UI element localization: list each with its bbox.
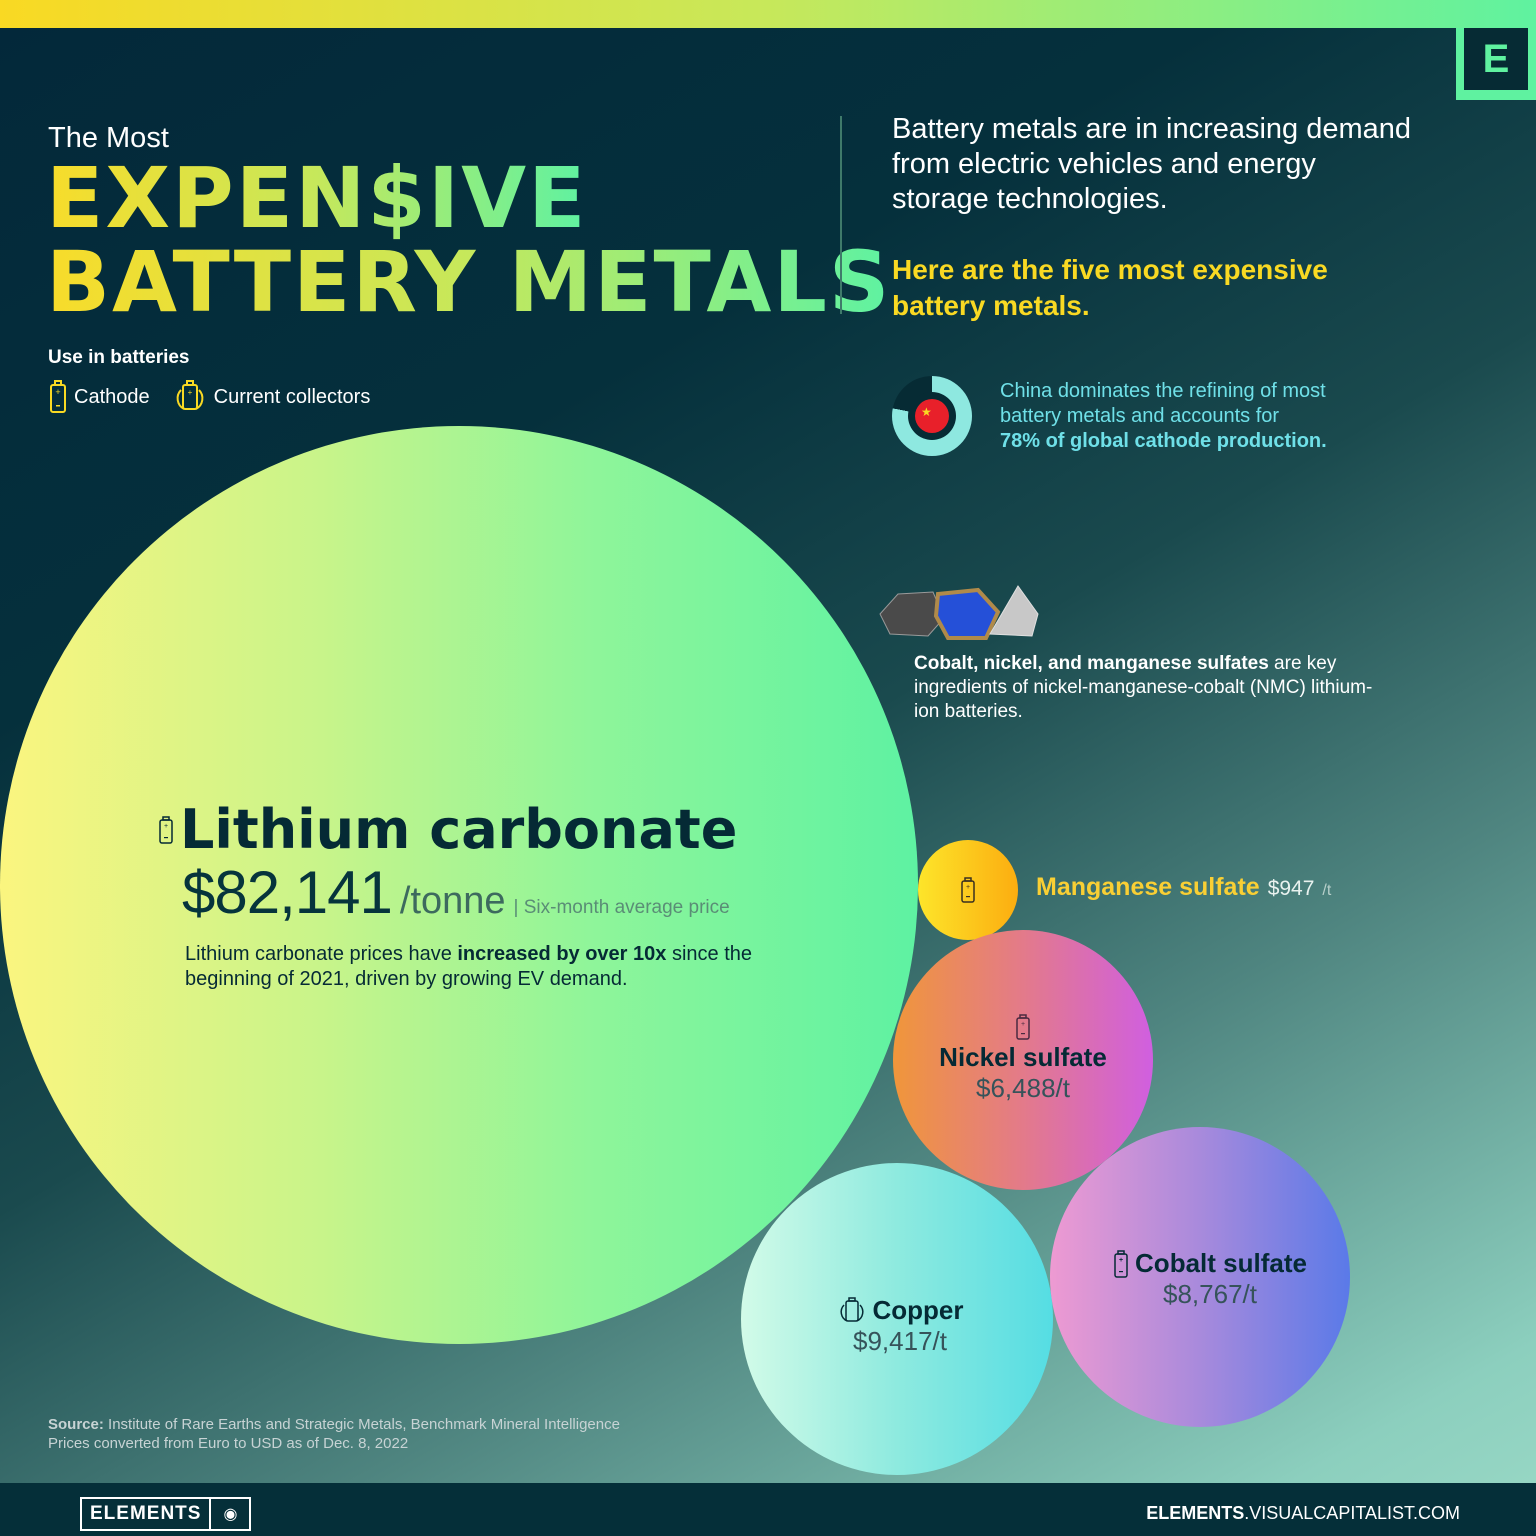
- title-line-2: BATTERY METALS: [46, 233, 892, 331]
- copper-label: Copper $9,417/t: [780, 1295, 1020, 1357]
- svg-text:+: +: [55, 387, 60, 397]
- current-collector-icon: [837, 1296, 867, 1325]
- battery-icon: +: [48, 380, 68, 414]
- source-note: Source: Institute of Rare Earths and Str…: [48, 1416, 620, 1452]
- svg-text:+: +: [966, 884, 970, 891]
- lithium-price: $82,141: [182, 859, 393, 926]
- legend-label: Current collectors: [213, 385, 371, 408]
- top-gradient-bar: [0, 0, 1536, 28]
- bubble-manganese-sulfate: +: [918, 840, 1018, 940]
- footer-logo[interactable]: ELEMENTS ◉: [80, 1497, 252, 1531]
- legend: + Cathode + Current collectors: [48, 380, 370, 414]
- visual-capitalist-mark-icon: ◉: [209, 1499, 249, 1529]
- copper-price: $9,417: [853, 1326, 933, 1356]
- battery-icon: +: [158, 815, 174, 844]
- lithium-price-row: $82,141 /tonne | Six-month average price: [182, 858, 730, 927]
- bubble-cobalt-sulfate: [1050, 1127, 1350, 1427]
- copper-name: Copper: [872, 1295, 964, 1325]
- legend-label: Cathode: [74, 385, 150, 408]
- legend-item-current-collectors: + Current collectors: [172, 380, 371, 414]
- lithium-title: + Lithium carbonate: [158, 798, 737, 861]
- svg-text:+: +: [1119, 1257, 1123, 1264]
- cobalt-price: $8,767: [1163, 1279, 1243, 1309]
- nmc-note: Cobalt, nickel, and manganese sulfates a…: [914, 653, 1373, 722]
- nickel-name: Nickel sulfate: [939, 1042, 1107, 1072]
- manganese-label: Manganese sulfate $947/t: [1036, 873, 1332, 901]
- battery-icon: +: [1113, 1249, 1129, 1278]
- title-line-1: EXPEN$IVE: [46, 149, 588, 247]
- china-flag-icon: ★: [915, 399, 949, 433]
- elements-logo-badge: E: [1456, 28, 1536, 100]
- lithium-unit: /tonne: [399, 880, 506, 922]
- intro-text: Battery metals are in increasing demand …: [892, 113, 1412, 215]
- svg-text:+: +: [187, 388, 192, 397]
- legend-item-cathode: + Cathode: [48, 380, 150, 414]
- lithium-price-note: | Six-month average price: [513, 897, 730, 918]
- manganese-name: Manganese sulfate: [1036, 873, 1260, 901]
- bubble-nickel-sulfate: [893, 930, 1153, 1190]
- china-note: ★ China dominates the refining of most b…: [892, 376, 1380, 456]
- nickel-label: + Nickel sulfate $6,488/t: [893, 1014, 1153, 1104]
- battery-icon: +: [893, 1014, 1153, 1040]
- footer: ELEMENTS ◉ ELEMENTS.VISUALCAPITALIST.COM: [0, 1483, 1536, 1536]
- footer-url[interactable]: ELEMENTS.VISUALCAPITALIST.COM: [1146, 1503, 1460, 1523]
- bubble-lithium-carbonate: [0, 426, 918, 1344]
- battery-icon: +: [960, 877, 976, 903]
- bubble-copper: [741, 1163, 1053, 1475]
- nickel-price: $6,488: [976, 1073, 1056, 1103]
- lithium-description: Lithium carbonate prices have increased …: [185, 943, 752, 990]
- cobalt-label: + Cobalt sulfate $8,767/t: [1070, 1248, 1350, 1310]
- intro-highlight: Here are the five most expensive battery…: [892, 254, 1328, 321]
- china-share-donut: ★: [892, 376, 972, 456]
- lithium-name: Lithium carbonate: [180, 798, 738, 861]
- cobalt-name: Cobalt sulfate: [1135, 1248, 1307, 1278]
- legend-title: Use in batteries: [48, 347, 190, 368]
- title-small: The Most: [48, 122, 169, 154]
- svg-text:+: +: [1021, 1021, 1025, 1028]
- svg-text:+: +: [164, 823, 168, 830]
- header-divider: [840, 116, 842, 314]
- manganese-price: $947: [1267, 877, 1315, 900]
- logo-letter: E: [1464, 28, 1528, 90]
- mineral-samples-image: [878, 584, 1042, 640]
- current-collector-icon: +: [172, 380, 208, 414]
- china-text: China dominates the refining of most bat…: [1000, 379, 1327, 452]
